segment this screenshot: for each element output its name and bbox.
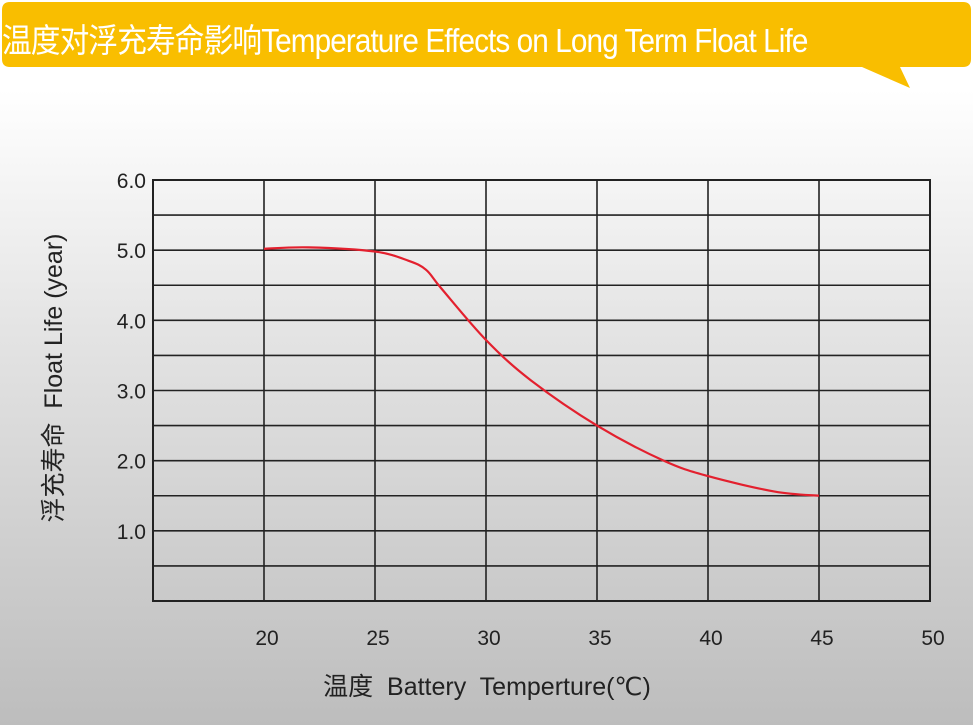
x-tick-label: 35 <box>588 627 611 650</box>
plot-frame <box>152 179 931 602</box>
y-tick-label: 2.0 <box>117 451 146 474</box>
tick-labels: 1.0 2.0 3.0 4.0 5.0 6.0 20 25 30 35 40 45 50 <box>117 170 945 650</box>
x-axis-label: 温度 Battery Temperture(℃) <box>323 673 651 701</box>
title-banner <box>2 2 971 88</box>
y-tick-label: 1.0 <box>117 521 146 544</box>
x-tick-label: 20 <box>255 627 278 650</box>
x-tick-label: 40 <box>699 627 722 650</box>
y-tick-label: 3.0 <box>117 381 146 404</box>
banner-shape <box>2 2 971 88</box>
x-tick-label: 50 <box>921 627 944 650</box>
y-axis-label: 浮充寿命 Float Life (year) <box>40 234 68 523</box>
x-tick-label: 25 <box>366 627 389 650</box>
x-tick-label: 45 <box>810 627 833 650</box>
y-tick-label: 6.0 <box>117 170 146 193</box>
x-tick-label: 30 <box>477 627 500 650</box>
chart-title: 温度对浮充寿命影响Temperature Effects on Long Ter… <box>2 22 808 59</box>
y-tick-label: 4.0 <box>117 310 146 333</box>
grid <box>152 179 931 602</box>
y-tick-label: 5.0 <box>117 240 146 263</box>
series-line <box>263 246 820 497</box>
